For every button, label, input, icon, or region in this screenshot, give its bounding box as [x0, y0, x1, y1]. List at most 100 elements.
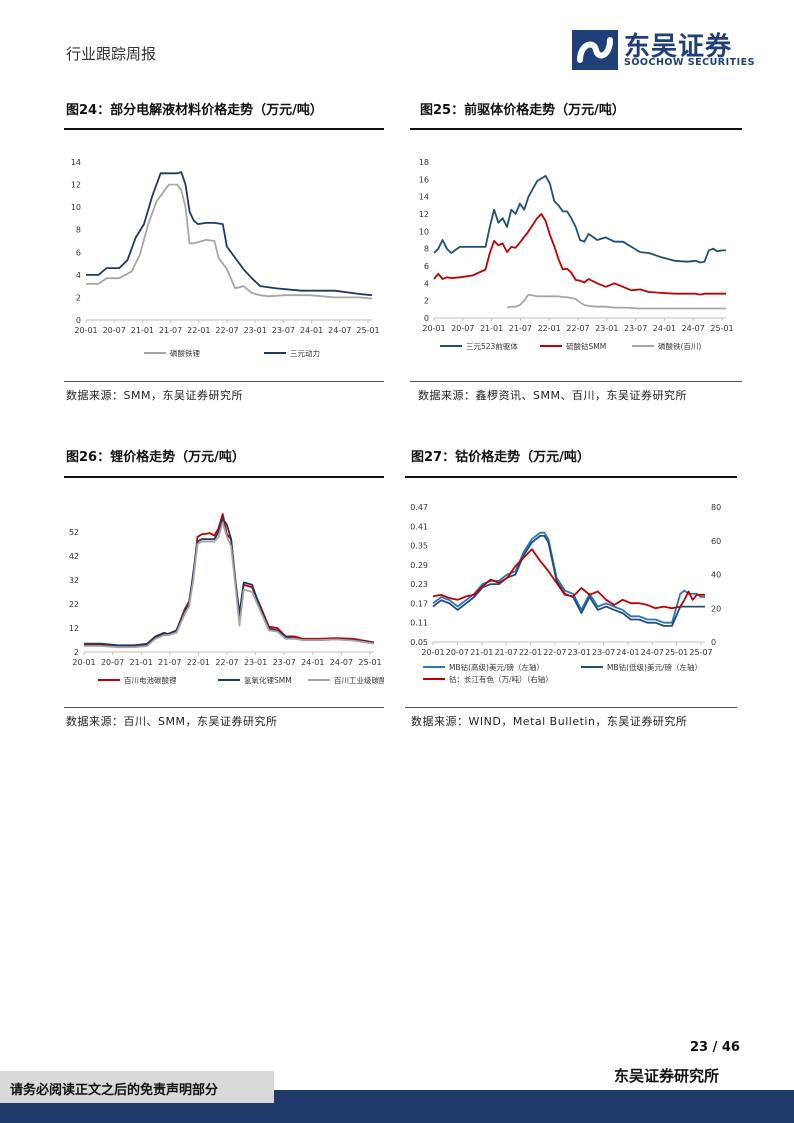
series-line: [433, 174, 726, 264]
x-tick-label: 21-07: [158, 658, 181, 667]
y-tick-label: 12: [419, 210, 429, 219]
y-tick-label: 6: [76, 248, 81, 257]
y-tick-label: 2: [76, 293, 81, 302]
legend-label: 钴：长江有色（万/吨）（右轴）: [449, 674, 553, 684]
y-tick-label: 12: [69, 624, 79, 633]
chart-cobalt-prices: 0.05 0.11 0.17 0.23 0.29 0.35 0.41 0.47 0 20 40 60 8…: [410, 503, 721, 684]
fig26-top-rule: [64, 476, 384, 478]
legend-label: 百川电池碳酸锂: [124, 675, 177, 685]
x-tick-label: 21-07: [494, 648, 517, 657]
y-tick-label: 14: [419, 193, 429, 202]
y-tick-label: 10: [71, 203, 81, 212]
x-tick-label: 22-07: [566, 324, 589, 333]
fig24-bottom-rule: [64, 381, 384, 382]
x-tick-label: 20-07: [101, 658, 124, 667]
y-tick-label: 0.47: [410, 503, 428, 512]
fig25-title: 图25：前驱体价格走势（万元/吨）: [420, 103, 625, 118]
x-tick-label: 23-01: [244, 326, 267, 335]
x-tick-label: 22-07: [215, 326, 238, 335]
chart-lithium-prices: 2 12 22 32 42 52 20-01 20-07 21-01 21-07 22-01 22-0…: [69, 513, 384, 685]
y-tick-label: 18: [419, 158, 429, 167]
y-tick-label: 0.35: [410, 542, 428, 551]
fig25-top-rule: [410, 128, 742, 130]
x-tick-label: 24-07: [330, 658, 353, 667]
y2-tick-label: 80: [711, 503, 721, 512]
legend-label: 三元动力: [290, 348, 320, 358]
y-tick-label: 0: [424, 314, 429, 323]
x-tick-label: 24-01: [616, 648, 639, 657]
x-tick-label: 20-01: [72, 658, 95, 667]
chart-electrolyte-prices: 0 2 4 6 8 10 12 14 20-01 20-07 21-01 21-07 22-01 22-0…: [71, 158, 380, 358]
x-tick-label: 20-01: [422, 324, 445, 333]
logo-text-en: SOOCHOW SECURITIES: [624, 57, 755, 68]
x-tick-label: 21-01: [470, 648, 493, 657]
x-tick-label: 22-07: [543, 648, 566, 657]
x-tick-label: 23-07: [272, 326, 295, 335]
y-tick-label: 14: [71, 158, 81, 167]
y-tick-label: 4: [76, 271, 81, 280]
y-tick-label: 2: [74, 648, 79, 657]
legend-label: 硫酸钴SMM: [566, 341, 606, 351]
y-tick-label: 6: [424, 262, 429, 271]
series-line: [86, 183, 373, 300]
x-tick-label: 22-01: [519, 648, 542, 657]
report-type: 行业跟踪周报: [66, 45, 157, 63]
series-line: [84, 513, 375, 647]
chart-precursor-prices: 0 2 4 6 8 10 12 14 16 18 20-01 20-07 21-01 21-07 22-01…: [419, 158, 734, 351]
y-tick-label: 22: [69, 600, 79, 609]
legend-label: 磷酸铁(百川): [658, 341, 701, 351]
fig24-title: 图24：部分电解液材料价格走势（万元/吨）: [66, 103, 323, 118]
x-tick-label: 23-07: [624, 324, 647, 333]
y-tick-label: 0: [76, 316, 81, 325]
y-tick-label: 0.29: [410, 561, 428, 570]
footer-institute: 东吴证券研究所: [614, 1067, 720, 1085]
x-tick-label: 24-01: [653, 324, 676, 333]
y-tick-label: 42: [69, 552, 79, 561]
fig27-top-rule: [405, 476, 737, 478]
x-tick-label: 21-01: [130, 658, 153, 667]
x-tick-label: 25-01: [710, 324, 733, 333]
legend-label: 磷酸铁锂: [170, 348, 200, 358]
y2-tick-label: 20: [711, 604, 721, 613]
y-tick-label: 32: [69, 576, 79, 585]
x-tick-label: 24-01: [301, 658, 324, 667]
x-tick-label: 22-01: [538, 324, 561, 333]
legend-label: MB钴(高级)美元/磅（左轴）: [449, 662, 544, 672]
x-tick-label: 23-01: [595, 324, 618, 333]
x-tick-label: 25-07: [689, 648, 712, 657]
x-tick-label: 21-07: [159, 326, 182, 335]
series-line: [432, 548, 705, 610]
fig26-title: 图26：锂价格走势（万元/吨）: [66, 450, 245, 465]
x-tick-label: 20-01: [74, 326, 97, 335]
y2-tick-label: 0: [711, 638, 716, 647]
y-tick-label: 12: [71, 181, 81, 190]
fig27-bottom-rule: [405, 707, 737, 708]
x-tick-label: 24-07: [682, 324, 705, 333]
y2-tick-label: 40: [711, 571, 721, 580]
x-tick-label: 21-01: [131, 326, 154, 335]
y-tick-label: 0.41: [410, 522, 428, 531]
y-tick-label: 0.23: [410, 580, 428, 589]
series-line: [84, 521, 375, 649]
x-tick-label: 20-07: [446, 648, 469, 657]
fig26-source: 数据来源：百川、SMM，东吴证券研究所: [66, 715, 278, 728]
y-tick-label: 2: [424, 297, 429, 306]
series-line: [86, 171, 373, 297]
fig25-source: 数据来源：鑫椤资讯、SMM、百川，东吴证券研究所: [418, 389, 687, 402]
fig26-bottom-rule: [64, 707, 384, 708]
disclaimer-box: [0, 1071, 274, 1103]
x-tick-label: 22-07: [215, 658, 238, 667]
series-line: [84, 517, 375, 647]
x-tick-label: 23-07: [273, 658, 296, 667]
y-tick-label: 4: [424, 279, 429, 288]
x-tick-label: 24-07: [328, 326, 351, 335]
x-tick-label: 24-07: [641, 648, 664, 657]
x-tick-label: 23-01: [244, 658, 267, 667]
y-tick-label: 0.05: [410, 638, 428, 647]
y2-tick-label: 60: [711, 537, 721, 546]
x-tick-label: 22-01: [187, 326, 210, 335]
y-tick-label: 10: [419, 227, 429, 236]
x-tick-label: 20-01: [421, 648, 444, 657]
fig27-source: 数据来源：WIND，Metal Bulletin，东吴证券研究所: [411, 715, 688, 728]
legend-label: 氢氧化锂SMM: [244, 675, 292, 685]
